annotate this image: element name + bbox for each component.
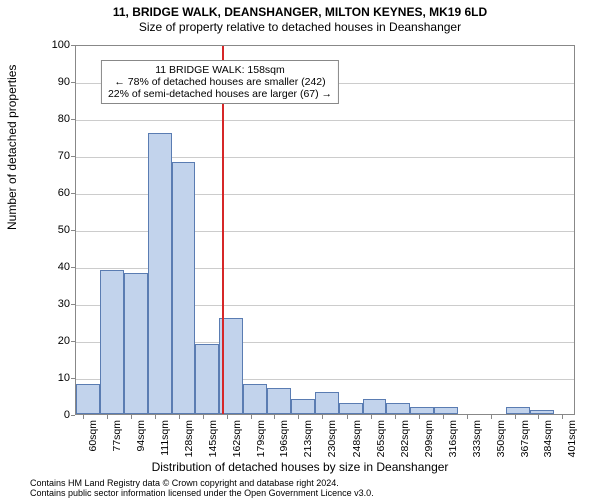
x-tick-label: 230sqm [326,420,338,457]
y-tick-label: 10 [42,372,70,384]
annotation-line-1: 11 BRIDGE WALK: 158sqm [108,64,332,76]
histogram-bar [124,273,148,414]
x-tick-mark [562,415,563,419]
y-tick-mark [71,415,75,416]
y-tick-mark [71,304,75,305]
x-tick-mark [395,415,396,419]
y-tick-mark [71,45,75,46]
x-tick-label: 350sqm [495,420,507,457]
y-tick-label: 90 [42,76,70,88]
x-tick-label: 111sqm [159,420,171,456]
histogram-bar [267,388,291,414]
footer-line-1: Contains HM Land Registry data © Crown c… [30,478,590,488]
x-tick-mark [251,415,252,419]
y-tick-label: 100 [42,39,70,51]
x-tick-mark [203,415,204,419]
histogram-bar [148,133,172,414]
x-tick-label: 384sqm [542,420,554,457]
x-tick-mark [298,415,299,419]
x-tick-label: 77sqm [111,420,123,452]
histogram-bar [363,399,387,414]
y-tick-mark [71,267,75,268]
x-tick-label: 179sqm [255,420,267,457]
histogram-bar [195,344,219,414]
y-tick-mark [71,119,75,120]
x-tick-mark [515,415,516,419]
x-tick-label: 367sqm [519,420,531,457]
x-tick-mark [274,415,275,419]
histogram-bar [172,162,196,414]
y-tick-label: 30 [42,298,70,310]
x-tick-mark [491,415,492,419]
x-tick-label: 213sqm [302,420,314,457]
histogram-bar [291,399,315,414]
y-tick-label: 40 [42,261,70,273]
x-tick-mark [131,415,132,419]
annotation-line-3: 22% of semi-detached houses are larger (… [108,88,332,100]
x-axis-title: Distribution of detached houses by size … [0,460,600,474]
x-tick-label: 333sqm [471,420,483,457]
x-tick-mark [467,415,468,419]
footer-line-2: Contains public sector information licen… [30,488,590,498]
histogram-bar [434,407,458,414]
y-axis-title: Number of detached properties [5,65,19,230]
x-tick-mark [155,415,156,419]
y-tick-mark [71,82,75,83]
title-group: 11, BRIDGE WALK, DEANSHANGER, MILTON KEY… [0,5,600,34]
x-tick-mark [419,415,420,419]
footer-note: Contains HM Land Registry data © Crown c… [30,478,590,498]
y-tick-mark [71,230,75,231]
y-tick-mark [71,378,75,379]
y-tick-mark [71,341,75,342]
x-tick-label: 128sqm [183,420,195,457]
histogram-bar [315,392,339,414]
y-tick-mark [71,193,75,194]
histogram-bar [100,270,124,414]
y-tick-label: 80 [42,113,70,125]
x-tick-label: 248sqm [351,420,363,457]
y-tick-mark [71,156,75,157]
x-tick-label: 282sqm [399,420,411,457]
x-tick-label: 196sqm [278,420,290,457]
x-tick-mark [371,415,372,419]
chart-container: 11, BRIDGE WALK, DEANSHANGER, MILTON KEY… [0,0,600,500]
x-tick-mark [443,415,444,419]
x-tick-mark [538,415,539,419]
x-tick-mark [83,415,84,419]
annotation-box: 11 BRIDGE WALK: 158sqm ← 78% of detached… [101,60,339,104]
x-tick-label: 299sqm [423,420,435,457]
x-tick-mark [107,415,108,419]
grid-line [76,120,574,121]
x-tick-label: 145sqm [207,420,219,457]
x-tick-mark [322,415,323,419]
title-address: 11, BRIDGE WALK, DEANSHANGER, MILTON KEY… [0,5,600,19]
y-tick-label: 0 [42,409,70,421]
x-tick-mark [347,415,348,419]
x-tick-mark [227,415,228,419]
annotation-line-2: ← 78% of detached houses are smaller (24… [108,76,332,88]
x-tick-label: 401sqm [566,420,578,457]
histogram-bar [506,407,530,414]
x-tick-label: 60sqm [87,420,99,452]
histogram-bar [410,407,434,414]
histogram-bar [243,384,267,414]
y-tick-label: 60 [42,187,70,199]
title-subtitle: Size of property relative to detached ho… [0,21,600,34]
x-tick-label: 316sqm [447,420,459,457]
histogram-bar [386,403,410,414]
x-tick-label: 265sqm [375,420,387,457]
x-tick-mark [179,415,180,419]
y-tick-label: 50 [42,224,70,236]
histogram-bar [76,384,100,414]
x-tick-label: 94sqm [135,420,147,452]
histogram-bar [530,410,554,414]
y-tick-label: 20 [42,335,70,347]
x-tick-label: 162sqm [231,420,243,457]
histogram-bar [339,403,363,414]
y-tick-label: 70 [42,150,70,162]
